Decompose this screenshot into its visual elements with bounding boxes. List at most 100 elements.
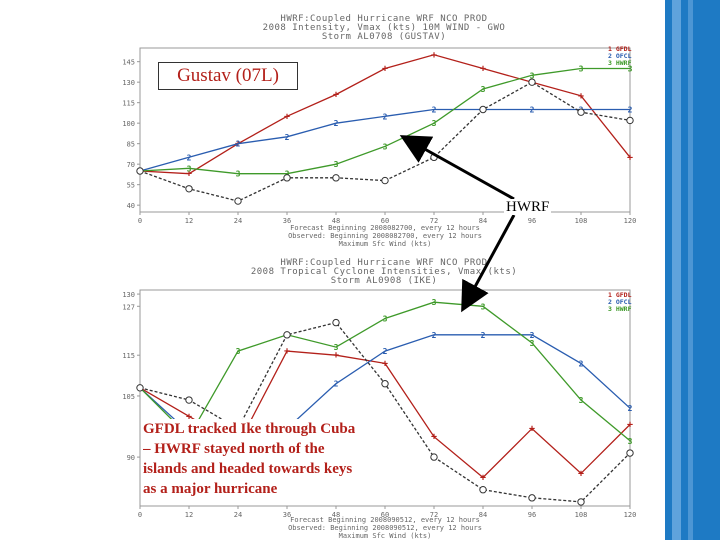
x-tick-label: 96	[528, 511, 536, 519]
series-point-ofcl: 2	[236, 140, 241, 149]
y-tick-label: 100	[122, 120, 135, 128]
x-tick-label: 36	[283, 511, 291, 519]
note-line: as a major hurricane	[143, 481, 278, 497]
series-point-best-track	[136, 167, 144, 175]
y-tick-label: 55	[127, 182, 135, 190]
series-point-best-track	[626, 116, 634, 125]
series-point-ofcl: 2	[628, 106, 633, 115]
series-point-ofcl: 2	[334, 119, 339, 128]
chart-footer-line: Forecast Beginning 2008082700, every 12 …	[290, 224, 480, 232]
series-point-ofcl: 2	[383, 112, 388, 121]
series-point-best-track	[577, 498, 585, 506]
series-point-hwrf: 3	[579, 65, 584, 74]
x-tick-label: 60	[381, 217, 389, 225]
series-line-best-track	[139, 81, 631, 202]
x-tick-label: 48	[332, 217, 340, 225]
legend-entry-hwrf: 3 HWRF	[608, 59, 632, 67]
series-point-best-track	[283, 174, 291, 182]
x-tick-label: 120	[624, 217, 637, 225]
legend-entry-gfdl: 1 GFDL	[608, 45, 632, 53]
series-point-best-track	[185, 396, 193, 404]
series-point-hwrf: 3	[383, 142, 388, 151]
series-point-gfdl: +	[529, 424, 535, 435]
note-line: – HWRF stayed north of the	[143, 441, 325, 457]
series-point-best-track	[528, 494, 536, 502]
legend-entry-ofcl: 2 OFCL	[608, 52, 632, 60]
series-point-hwrf: 3	[628, 65, 633, 74]
y-tick-label: 127	[122, 303, 135, 311]
hwrf-arrow-upper	[399, 135, 515, 201]
series-point-gfdl: +	[627, 419, 633, 430]
series-point-best-track	[283, 331, 291, 339]
x-tick-label: 60	[381, 511, 389, 519]
hwrf-arrow-lower	[461, 214, 516, 313]
series-point-ofcl: 2	[481, 331, 486, 340]
series-point-gfdl: +	[186, 411, 192, 422]
series-point-hwrf: 3	[383, 315, 388, 324]
series-point-ofcl: 2	[432, 106, 437, 115]
series-point-hwrf: 3	[432, 298, 437, 307]
series-point-best-track	[136, 384, 144, 392]
y-tick-label: 145	[122, 59, 135, 67]
series-point-hwrf: 3	[334, 160, 339, 169]
chart-header-line: 2008 Tropical Cyclone Intensities, Vmax …	[250, 267, 518, 277]
y-tick-label: 70	[127, 161, 135, 169]
x-tick-label: 120	[624, 511, 637, 519]
series-point-hwrf: 3	[236, 347, 241, 356]
x-tick-label: 84	[479, 511, 487, 519]
note-line: GFDL tracked Ike through Cuba	[143, 421, 356, 437]
legend-entry-hwrf: 3 HWRF	[608, 305, 632, 313]
series-line-hwrf	[139, 67, 630, 175]
series-point-gfdl: +	[431, 432, 437, 443]
series-point-best-track	[626, 449, 634, 457]
x-tick-label: 0	[138, 511, 142, 519]
series-point-gfdl: +	[627, 152, 633, 163]
x-tick-label: 72	[430, 217, 438, 225]
x-tick-label: 12	[185, 511, 193, 519]
series-point-hwrf: 3	[579, 396, 584, 405]
series-point-hwrf: 3	[530, 71, 535, 80]
hwrf-callout-label: HWRF	[504, 199, 552, 215]
series-point-ofcl: 2	[579, 359, 584, 368]
series-point-ofcl: 2	[530, 106, 535, 115]
series-line-ofcl	[139, 108, 630, 172]
x-tick-label: 108	[575, 511, 588, 519]
series-point-gfdl: +	[284, 111, 290, 122]
x-tick-label: 96	[528, 217, 536, 225]
series-point-ofcl: 2	[628, 404, 633, 413]
series-point-best-track	[381, 380, 389, 388]
y-tick-label: 105	[122, 393, 135, 401]
series-point-gfdl: +	[382, 64, 388, 75]
series-point-hwrf: 3	[530, 339, 535, 348]
decorative-stripe	[672, 0, 681, 540]
series-line-gfdl	[139, 54, 631, 175]
series-point-best-track	[528, 78, 536, 86]
series-point-hwrf: 3	[628, 437, 633, 446]
x-tick-label: 24	[234, 217, 242, 225]
chart-header-line: Storm AL0908 (IKE)	[330, 276, 438, 286]
series-point-gfdl: +	[333, 89, 339, 100]
series-point-hwrf: 3	[432, 119, 437, 128]
x-tick-label: 84	[479, 217, 487, 225]
y-tick-label: 115	[122, 100, 135, 108]
x-tick-label: 24	[234, 511, 242, 519]
series-point-hwrf: 3	[236, 170, 241, 179]
series-point-ofcl: 2	[285, 133, 290, 142]
x-tick-label: 0	[138, 217, 142, 225]
series-point-ofcl: 2	[432, 331, 437, 340]
legend-entry-ofcl: 2 OFCL	[608, 298, 632, 306]
series-point-best-track	[430, 453, 438, 461]
chart-header-line: Storm AL0708 (GUSTAV)	[321, 32, 447, 42]
series-point-hwrf: 3	[334, 343, 339, 352]
series-point-ofcl: 2	[187, 153, 192, 162]
chart-footer-line: Maximum Sfc Wind (kts)	[339, 240, 432, 248]
annotation-note: GFDL tracked Ike through Cuba – HWRF sta…	[143, 419, 403, 501]
series-point-best-track	[577, 108, 585, 116]
decorative-stripe	[688, 0, 693, 540]
y-tick-label: 130	[122, 79, 135, 87]
series-point-ofcl: 2	[334, 380, 339, 389]
chart-footer-line: Maximum Sfc Wind (kts)	[339, 532, 432, 540]
series-point-ofcl: 2	[383, 347, 388, 356]
